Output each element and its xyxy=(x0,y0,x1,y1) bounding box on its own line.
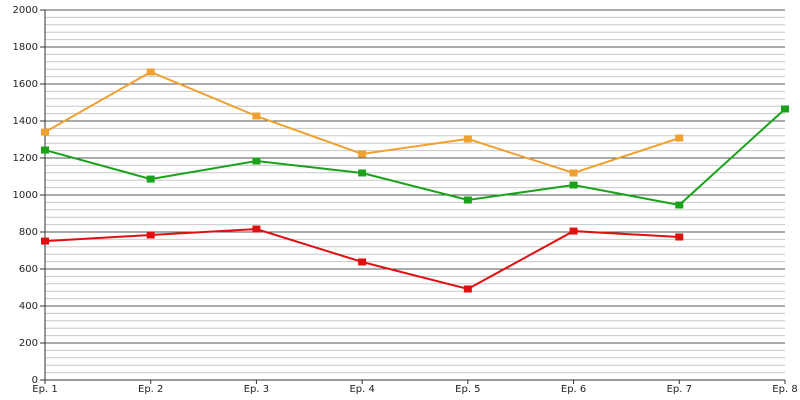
y-tick-label: 1800 xyxy=(13,42,38,53)
x-tick-label: Ep. 1 xyxy=(32,384,57,395)
point-marker xyxy=(252,157,261,165)
series-line xyxy=(44,108,786,207)
x-tick-label: Ep. 5 xyxy=(455,384,480,395)
x-tick-label: Ep. 8 xyxy=(772,384,797,395)
point-marker xyxy=(675,233,684,241)
point-marker xyxy=(569,181,578,189)
x-tick-label: Ep. 3 xyxy=(244,384,269,395)
y-tick-label: 0 xyxy=(32,375,38,386)
point-marker xyxy=(358,258,367,266)
point-marker xyxy=(41,128,49,136)
x-tick-label: Ep. 2 xyxy=(138,384,163,395)
x-tick-label: Ep. 6 xyxy=(561,384,586,395)
point-marker xyxy=(146,175,155,183)
point-marker xyxy=(41,146,49,154)
y-tick-label: 1400 xyxy=(13,116,38,127)
point-marker xyxy=(569,227,578,235)
point-marker xyxy=(675,201,684,209)
point-marker xyxy=(252,112,261,120)
point-marker xyxy=(41,237,49,245)
point-marker xyxy=(463,285,472,293)
point-marker xyxy=(675,134,684,142)
point-marker xyxy=(781,105,789,113)
y-tick-label: 800 xyxy=(19,227,38,238)
y-tick-label: 1600 xyxy=(13,79,38,90)
y-tick-label: 200 xyxy=(19,338,38,349)
point-marker xyxy=(146,231,155,239)
y-tick-label: 400 xyxy=(19,301,38,312)
point-marker xyxy=(463,196,472,204)
point-marker xyxy=(358,169,367,177)
point-marker xyxy=(463,135,472,143)
point-marker xyxy=(252,225,261,233)
y-tick-label: 2000 xyxy=(13,5,38,16)
y-tick-label: 600 xyxy=(19,264,38,275)
x-tick-label: Ep. 7 xyxy=(667,384,692,395)
y-tick-label: 1000 xyxy=(13,190,38,201)
point-marker xyxy=(569,169,578,177)
point-marker xyxy=(146,68,155,76)
y-tick-label: 1200 xyxy=(13,153,38,164)
point-marker xyxy=(358,150,367,158)
x-tick-label: Ep. 4 xyxy=(349,384,374,395)
